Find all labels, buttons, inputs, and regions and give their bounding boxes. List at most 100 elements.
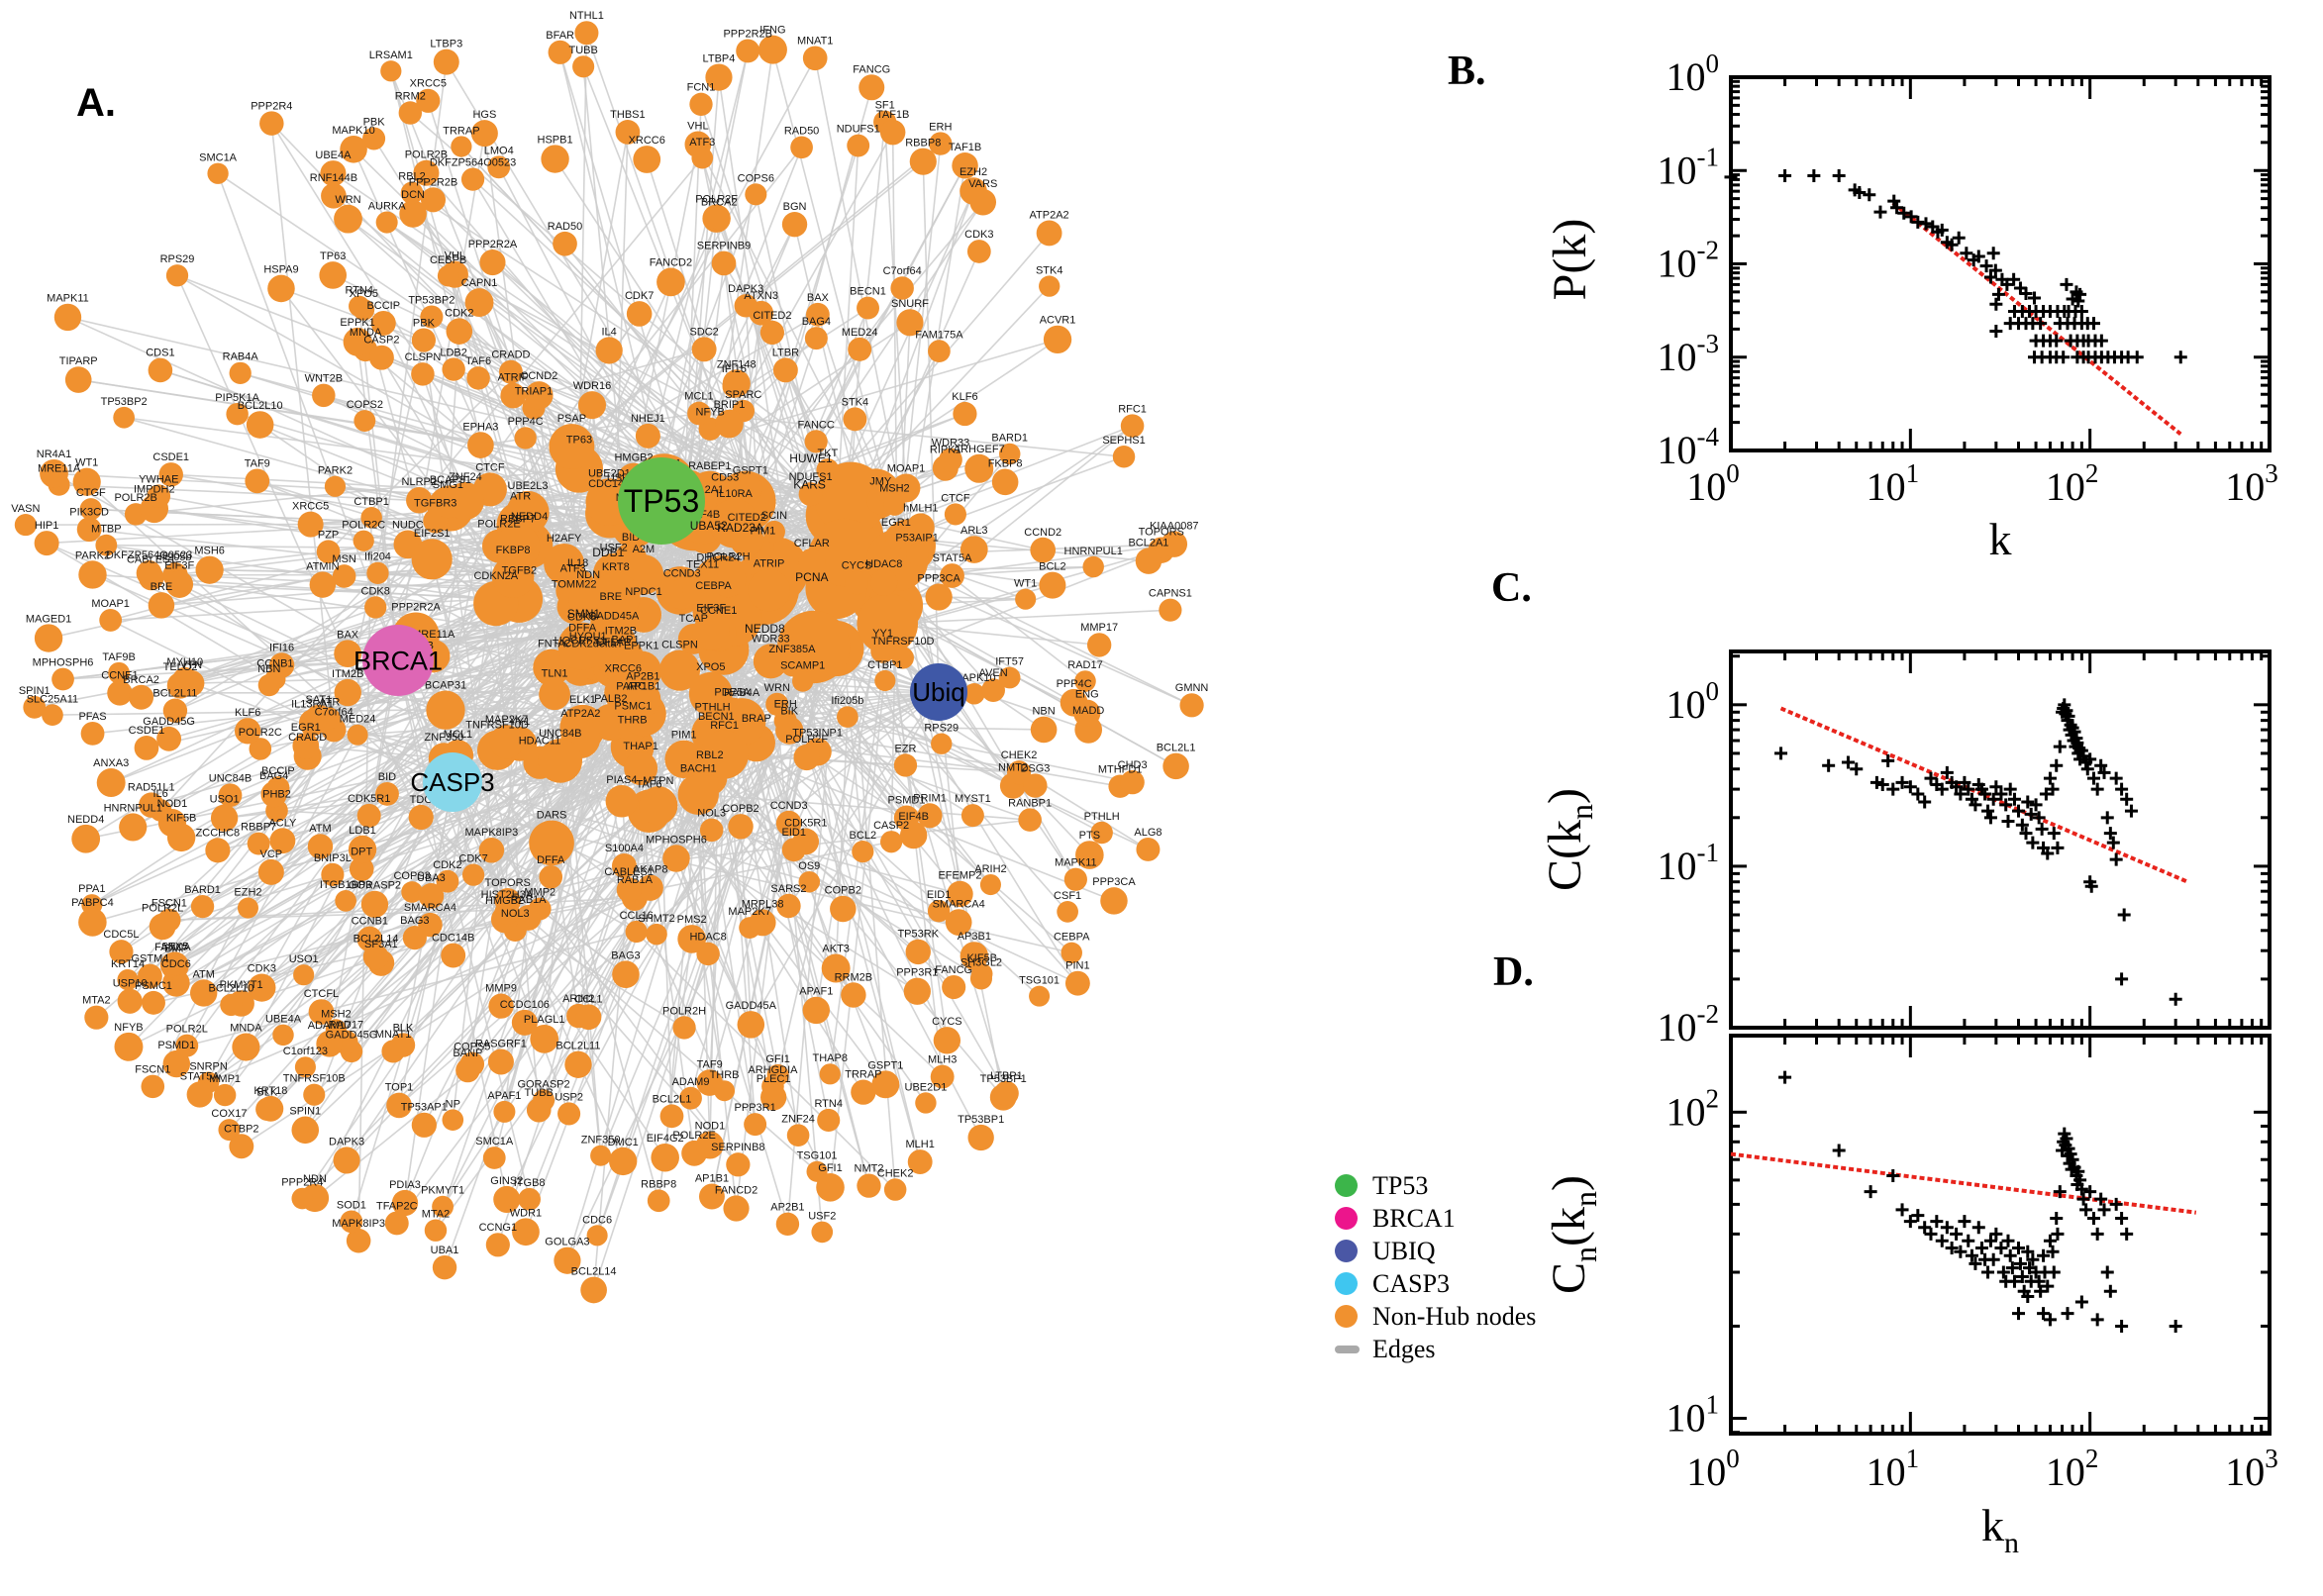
scatter-point [2090,1227,2104,1241]
network-node [349,856,374,881]
network-node [677,925,706,953]
network-node [96,768,126,797]
legend-label: BRCA1 [1372,1203,1456,1233]
scatter-point [1886,1169,1900,1183]
network-node [529,820,574,866]
x-tick-label: 103 [2225,458,2278,509]
network-node [402,926,427,950]
network-node [847,134,870,157]
network-node [114,1032,144,1061]
network-node [790,136,813,159]
network-edge [750,691,940,1026]
scatter-point [1994,1242,2008,1255]
network-node [498,359,523,384]
network-node [312,383,336,408]
network-edge [498,307,868,548]
scatter-point [2100,811,2114,825]
network-node [662,845,690,872]
node-swatch-icon [1335,1305,1358,1328]
scatter-point [1863,188,1876,202]
network-node [441,943,466,968]
network-node [291,1187,314,1210]
network-node [260,781,287,808]
network-node [518,1187,541,1211]
x-tick-label: 101 [1867,1444,1920,1494]
network-node [1112,446,1136,468]
scatter-point [1986,247,2000,260]
network-node [108,661,130,684]
network-node [830,895,857,923]
network-node [940,563,964,588]
network-node [466,366,490,390]
network-edge [418,157,703,501]
network-node [413,159,440,186]
network-node [993,1080,1019,1106]
scatter-point [2037,1307,2051,1321]
network-node [335,890,356,912]
network-node [420,305,444,329]
network-node [353,530,374,551]
network-node [324,475,347,497]
scatter-point [2050,1212,2064,1226]
network-node [293,964,315,986]
network-node [907,1149,933,1174]
network-node [658,649,701,691]
network-node [909,148,937,175]
network-node [360,507,382,529]
network-node [347,724,368,746]
network-node [705,63,733,91]
core-node [857,593,919,654]
network-node [229,1134,254,1159]
network-node [572,55,595,78]
network-node [960,536,988,563]
network-node [34,531,59,556]
scatter-point [2124,804,2138,818]
network-node [291,1116,320,1145]
network-node [411,539,453,580]
network-node [400,181,424,205]
network-node [1136,837,1161,861]
network-edge [374,61,448,608]
scatter-point [2076,1192,2090,1206]
network-node [883,493,906,516]
network-node [557,1102,581,1126]
network-node [775,716,804,745]
network-node [615,120,641,145]
network-edge [507,900,739,1165]
network-node [80,721,105,746]
network-node [148,357,173,383]
network-node [541,145,569,173]
network-node [165,264,189,287]
legend-item-casp3: CASP3 [1335,1267,1536,1300]
network-node [917,803,943,829]
network-node [964,453,994,483]
scatter-point [2115,1212,2129,1226]
network-node [564,1050,592,1078]
network-node [136,560,162,586]
network-node [1023,773,1048,798]
network-node [715,409,744,439]
network-edge [835,717,849,969]
network-node [366,561,389,585]
network-node [817,1108,841,1133]
network-node [232,1033,260,1061]
scatter-point [2001,1234,2015,1247]
scatter-point [2035,822,2049,836]
scatter-point [2090,1313,2104,1327]
network-node [375,211,398,234]
network-node [714,1080,736,1102]
network-node [759,320,785,346]
network-node [802,46,828,71]
scatter-point [1887,194,1901,208]
network-node [646,923,667,946]
network-node [464,288,494,317]
network-node [384,1211,409,1236]
network-node [930,1064,955,1089]
network-node [979,874,1001,896]
network-node [851,1079,876,1105]
scatter-point [1832,168,1846,182]
x-tick-label: 100 [1686,1444,1740,1494]
